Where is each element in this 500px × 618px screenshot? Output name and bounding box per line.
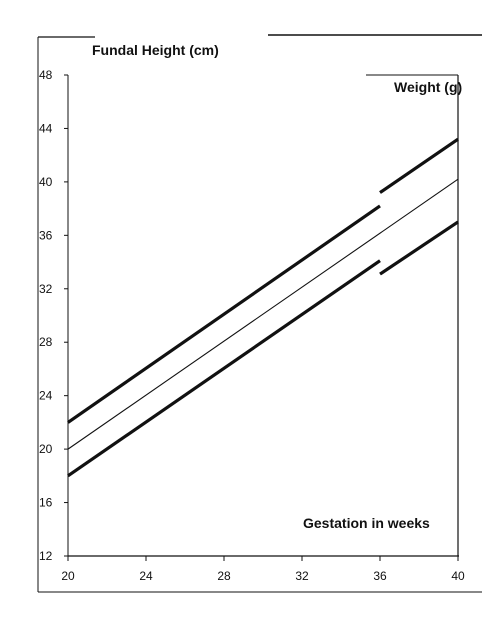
upper-limit-line-segment-2 xyxy=(379,137,459,194)
y-tick-label: 36 xyxy=(39,228,53,242)
lower-limit-line-segment-1 xyxy=(67,259,381,478)
y-tick-label: 12 xyxy=(39,549,53,563)
x-tick-label: 40 xyxy=(451,569,465,583)
series-layer xyxy=(67,137,459,478)
y-tick-label: 44 xyxy=(39,121,53,135)
upper-limit-line-segment-1 xyxy=(67,204,381,424)
x-tick-label: 32 xyxy=(295,569,309,583)
x-tick-label: 24 xyxy=(139,569,153,583)
y-tick-label: 48 xyxy=(39,68,53,82)
lower-limit-line-segment-2 xyxy=(379,220,459,276)
y-axis-ticks: 12 16 20 24 28 32 36 40 44 48 xyxy=(39,68,68,563)
y-tick-label: 20 xyxy=(39,442,53,456)
x-tick-label: 36 xyxy=(373,569,387,583)
y-tick-label: 16 xyxy=(39,496,53,510)
x-tick-label: 28 xyxy=(217,569,231,583)
y-tick-label: 40 xyxy=(39,175,53,189)
y-tick-label: 32 xyxy=(39,282,53,296)
y-axis-title: Fundal Height (cm) xyxy=(92,42,219,58)
y-tick-label: 28 xyxy=(39,335,53,349)
x-axis-title: Gestation in weeks xyxy=(303,515,430,531)
median-line-segment-1 xyxy=(67,178,459,450)
x-tick-label: 20 xyxy=(61,569,75,583)
y-tick-label: 24 xyxy=(39,389,53,403)
x-axis-ticks: 20 24 28 32 36 40 xyxy=(61,556,465,583)
y2-axis-title: Weight (g) xyxy=(394,79,462,95)
